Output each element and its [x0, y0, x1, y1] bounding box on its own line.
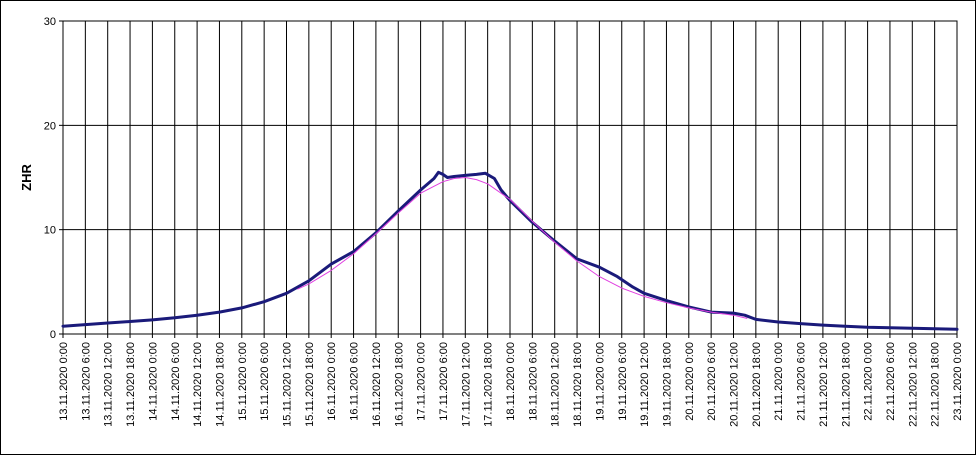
x-tick-label: 16.11.2020 18:00 [393, 342, 405, 427]
x-tick-label: 17.11.2020 12:00 [460, 342, 472, 427]
x-tick-label: 20.11.2020 0:00 [684, 342, 696, 421]
x-tick-label: 14.11.2020 6:00 [170, 342, 182, 421]
x-tick-label: 16.11.2020 6:00 [349, 342, 361, 421]
y-tick-label: 0 [50, 329, 56, 341]
x-tick-label: 22.11.2020 12:00 [907, 342, 919, 427]
x-tick-label: 18.11.2020 18:00 [572, 342, 584, 427]
x-tick-label: 19.11.2020 12:00 [639, 342, 651, 427]
x-tick-label: 18.11.2020 12:00 [550, 342, 562, 427]
x-tick-label: 20.11.2020 6:00 [706, 342, 718, 421]
x-tick-label: 19.11.2020 6:00 [617, 342, 629, 421]
x-tick-label: 15.11.2020 6:00 [259, 342, 271, 421]
x-tick-label: 22.11.2020 18:00 [930, 342, 942, 427]
x-tick-label: 16.11.2020 12:00 [371, 342, 383, 427]
x-tick-label: 18.11.2020 0:00 [505, 342, 517, 421]
x-tick-label: 19.11.2020 18:00 [661, 342, 673, 427]
y-axis-title: ZHR [19, 164, 34, 191]
x-tick-label: 13.11.2020 0:00 [58, 342, 70, 421]
x-tick-label: 21.11.2020 12:00 [818, 342, 830, 427]
x-tick-label: 15.11.2020 12:00 [282, 342, 294, 427]
x-tick-label: 23.11.2020 0:00 [952, 342, 964, 421]
x-tick-label: 22.11.2020 0:00 [863, 342, 875, 421]
x-tick-label: 15.11.2020 0:00 [237, 342, 249, 421]
y-tick-label: 20 [44, 120, 56, 132]
series-line-observed [61, 170, 959, 331]
x-tick-label: 14.11.2020 12:00 [192, 342, 204, 427]
series-line-fit [297, 177, 748, 319]
x-tick-label: 21.11.2020 6:00 [796, 342, 808, 421]
x-tick-label: 13.11.2020 18:00 [125, 342, 137, 427]
x-tick-label: 21.11.2020 18:00 [840, 342, 852, 427]
x-tick-label: 22.11.2020 6:00 [885, 342, 897, 421]
x-tick-label: 20.11.2020 18:00 [751, 342, 763, 427]
x-tick-label: 14.11.2020 0:00 [147, 342, 159, 421]
x-tick-label: 21.11.2020 0:00 [773, 342, 785, 421]
y-tick-label: 30 [44, 16, 56, 28]
y-tick-label: 10 [44, 225, 56, 237]
x-tick-label: 20.11.2020 12:00 [729, 342, 741, 427]
x-tick-label: 15.11.2020 18:00 [304, 342, 316, 427]
x-tick-label: 19.11.2020 0:00 [594, 342, 606, 421]
x-tick-label: 17.11.2020 18:00 [483, 342, 495, 427]
x-tick-label: 16.11.2020 0:00 [326, 342, 338, 421]
x-tick-label: 13.11.2020 12:00 [103, 342, 115, 427]
x-tick-label: 18.11.2020 6:00 [527, 342, 539, 421]
x-tick-label: 17.11.2020 6:00 [438, 342, 450, 421]
x-tick-label: 14.11.2020 18:00 [214, 342, 226, 427]
x-tick-label: 13.11.2020 6:00 [80, 342, 92, 421]
x-tick-label: 17.11.2020 0:00 [416, 342, 428, 421]
